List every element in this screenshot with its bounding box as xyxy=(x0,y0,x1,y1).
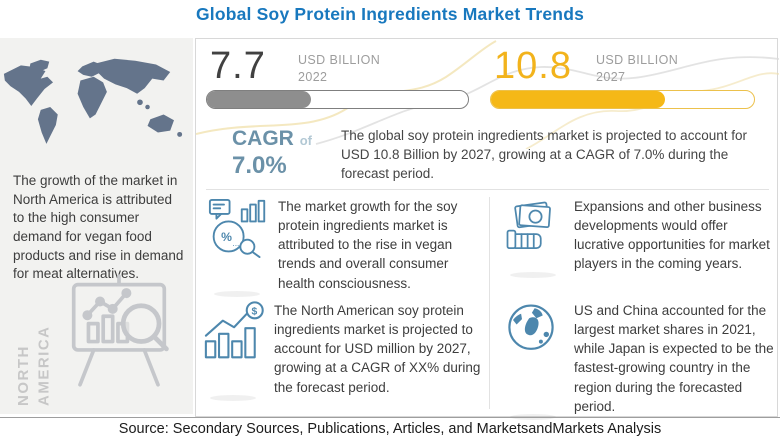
horizontal-divider xyxy=(206,189,769,190)
region-label: NORTH AMERICA xyxy=(15,325,53,407)
analysis-presentation-board-icon xyxy=(60,260,178,402)
progress-fill-2022 xyxy=(207,91,312,108)
insight-text: US and China accounted for the largest m… xyxy=(574,303,774,414)
progress-bar-2027 xyxy=(490,90,755,109)
money-hand-icon xyxy=(504,197,566,278)
source-attribution: Source: Secondary Sources, Publications,… xyxy=(118,421,662,437)
insight-text: The North American soy protein ingredien… xyxy=(274,303,481,395)
vertical-divider xyxy=(489,197,490,409)
main-panel: 7.7 USD BILLION 2022 10.8 USD BILLION 20… xyxy=(195,38,779,420)
globe-icon xyxy=(504,301,566,420)
insight-text: The market growth for the soy protein in… xyxy=(278,199,458,291)
market-unit-2022: USD BILLION 2022 xyxy=(298,53,381,84)
insight-card-opportunities: Expansions and other business developmen… xyxy=(504,197,774,278)
insight-card-regional-forecast: $ The North American soy protein ingredi… xyxy=(204,301,484,401)
svg-text:$: $ xyxy=(251,307,257,318)
cagr-block: CAGR of 7.0% xyxy=(232,127,312,179)
bottom-divider xyxy=(0,417,780,418)
growth-chart-icon: $ xyxy=(204,301,266,401)
insight-text: Expansions and other business developmen… xyxy=(574,199,770,272)
svg-text:...: ... xyxy=(232,238,239,248)
region-sidebar: The growth of the market in North Americ… xyxy=(0,38,193,414)
market-unit-2027: USD BILLION 2027 xyxy=(596,53,679,84)
page-title: Global Soy Protein Ingredients Market Tr… xyxy=(195,4,585,24)
market-value-2022: 7.7 xyxy=(210,45,266,87)
market-research-icon: % ... xyxy=(208,197,270,297)
svg-text:%: % xyxy=(221,230,232,244)
market-summary-text: The global soy protein ingredients marke… xyxy=(341,128,747,181)
insight-card-country-shares: US and China accounted for the largest m… xyxy=(504,301,774,420)
progress-bar-2022 xyxy=(206,90,469,109)
insight-card-drivers: % ... The market growth for the soy prot… xyxy=(208,197,484,297)
progress-fill-2027 xyxy=(491,91,665,108)
market-value-2027: 10.8 xyxy=(494,45,572,87)
cagr-value: 7.0% xyxy=(232,152,287,179)
region-insight-text: The growth of the market in North Americ… xyxy=(13,173,184,282)
world-map xyxy=(2,48,191,166)
